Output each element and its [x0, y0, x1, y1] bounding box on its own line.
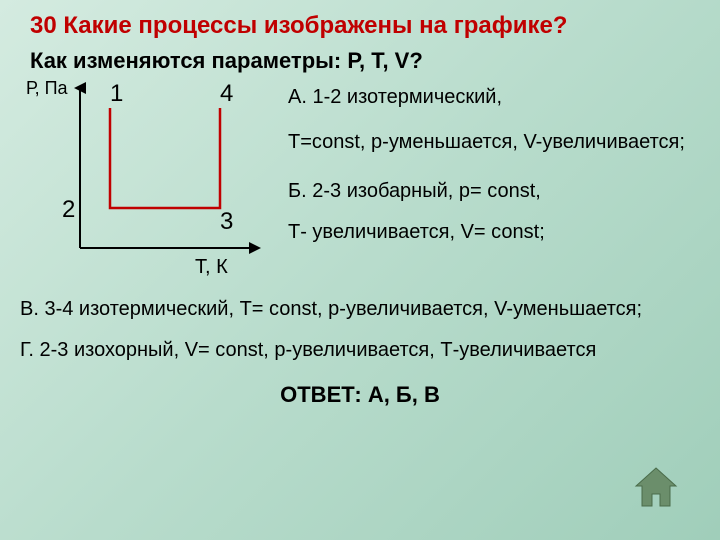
answer-g: Г. 2-3 изохорный, V= соnst, р-увеличивае… [20, 337, 700, 364]
bottom-answers: В. 3-4 изотермический, Т= соnst, р-увели… [0, 288, 720, 408]
answer-a-line1: А. 1-2 изотермический, [288, 84, 700, 111]
question-title: 30 Какие процессы изображены на графике? [0, 0, 720, 44]
answer-a-line2: Т=соnst, р-уменьшается, V-увеличивается; [288, 129, 700, 156]
point-2-label: 2 [62, 196, 75, 224]
answers-column: А. 1-2 изотермический, Т=соnst, р-уменьш… [280, 78, 700, 288]
content-row: Р, Па 1 4 2 3 Т, К А. 1-2 изотермический… [0, 78, 720, 288]
final-answer: ОТВЕТ: А, Б, В [20, 382, 700, 408]
point-3-label: 3 [220, 208, 233, 236]
answer-b-line1: Б. 2-3 изобарный, р= соnst, [288, 178, 700, 205]
home-icon[interactable] [632, 466, 680, 510]
point-1-label: 1 [110, 80, 123, 108]
answer-b-line2: Т- увеличивается, V= соnst; [288, 219, 700, 246]
point-4-label: 4 [220, 80, 233, 108]
pv-chart: Р, Па 1 4 2 3 Т, К [20, 78, 280, 288]
question-subtitle: Как изменяются параметры: Р, Т, V? [0, 44, 720, 78]
answer-v: В. 3-4 изотермический, Т= соnst, р-увели… [20, 296, 700, 323]
process-path [110, 108, 220, 208]
x-axis-label: Т, К [195, 256, 228, 279]
chart-svg [20, 78, 280, 288]
y-axis-label: Р, Па [26, 78, 68, 99]
